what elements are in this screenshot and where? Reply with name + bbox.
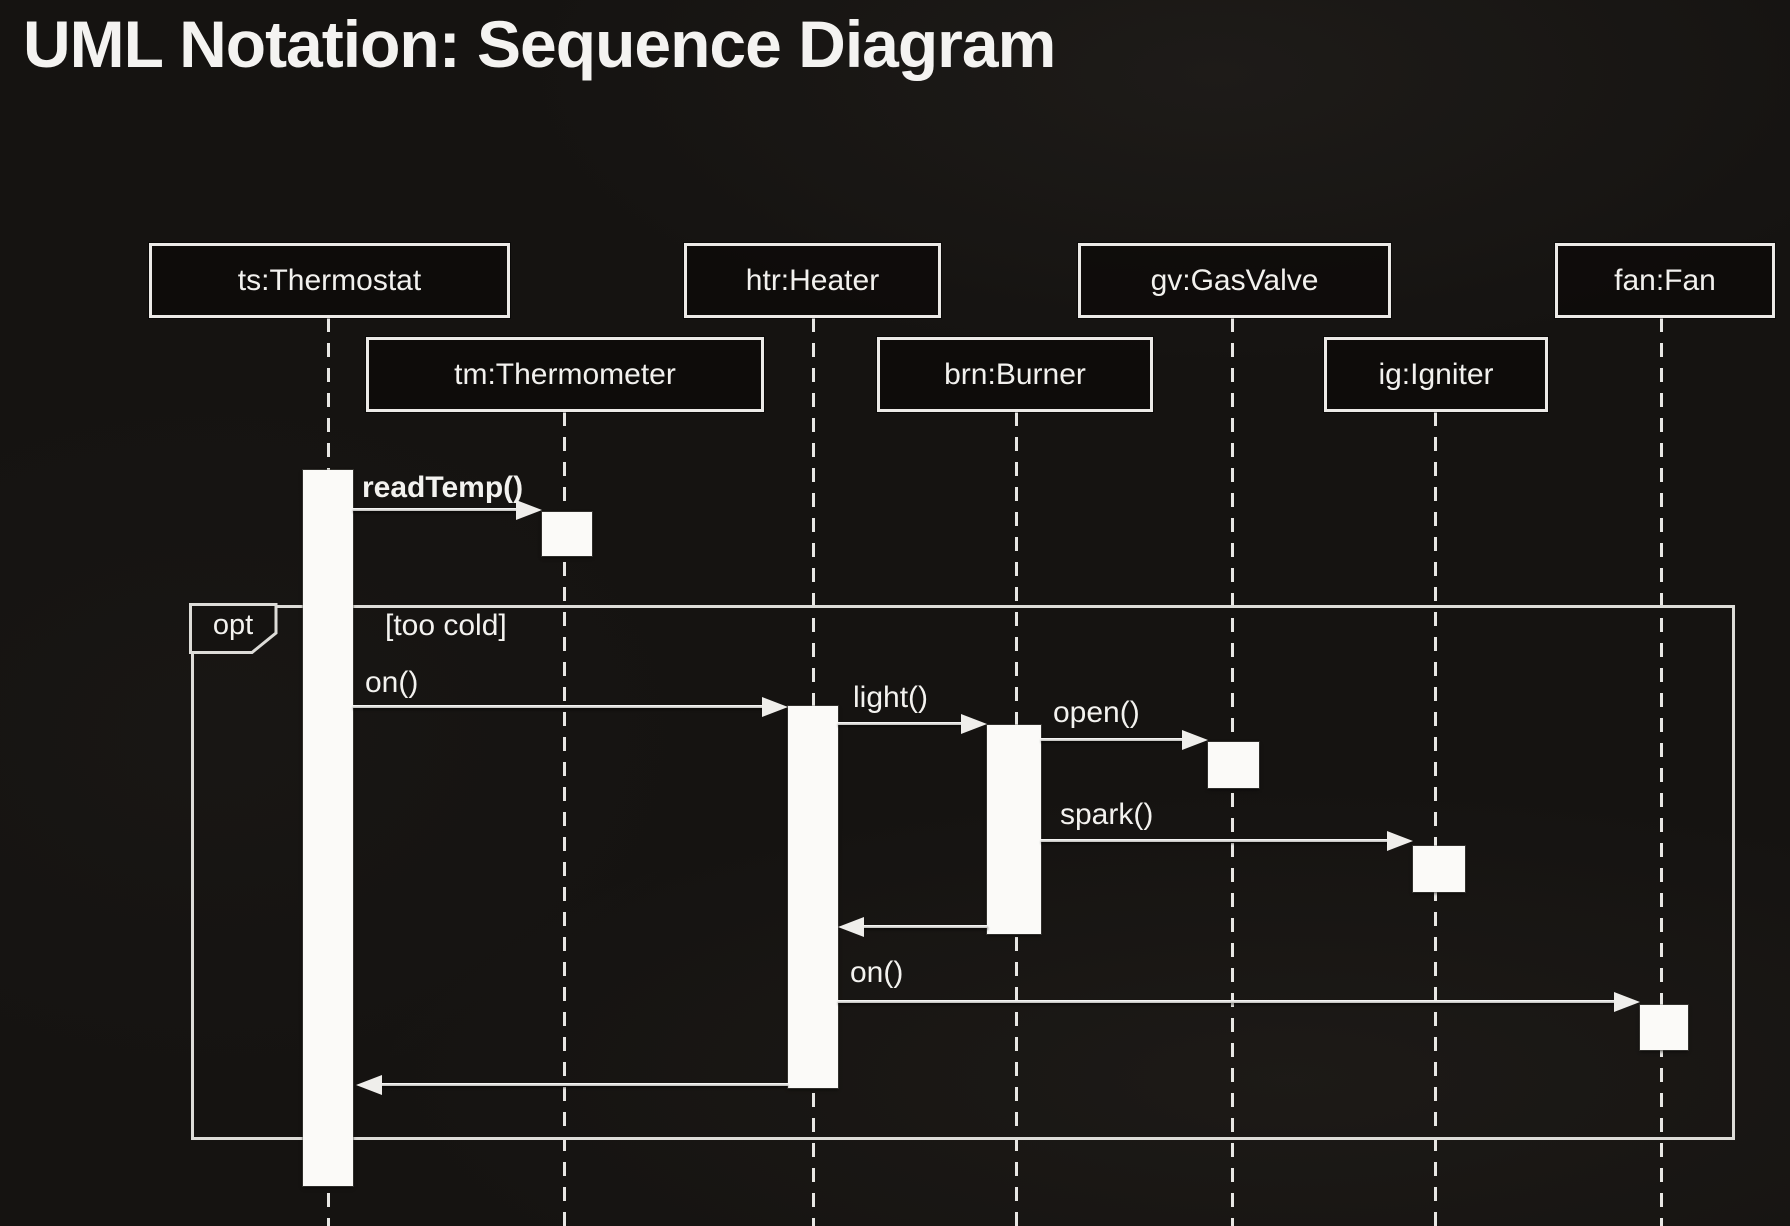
message-arrow-spark	[1041, 839, 1391, 842]
return-arrow-heater-to-thermostat	[380, 1083, 788, 1086]
opt-fragment-tab	[189, 603, 278, 654]
arrowhead-heater-on	[762, 697, 788, 717]
object-label-thermometer: tm:Thermometer	[454, 357, 676, 391]
activation-fan	[1640, 1005, 1688, 1050]
message-label-spark: spark()	[1060, 798, 1154, 831]
return-arrow-burner-to-heater	[862, 925, 988, 928]
activation-thermometer	[542, 512, 592, 556]
activation-thermostat	[303, 470, 353, 1186]
object-label-fan: fan:Fan	[1614, 263, 1716, 297]
lifeline-fan	[1660, 318, 1663, 1226]
object-box-igniter: ig:Igniter	[1324, 337, 1548, 412]
lifeline-igniter	[1434, 412, 1437, 1226]
message-arrow-fan-on	[838, 1000, 1618, 1003]
message-arrow-heater-on	[353, 705, 768, 708]
arrowhead-return-burner	[838, 917, 864, 937]
activation-igniter	[1413, 846, 1465, 892]
arrowhead-light	[961, 714, 987, 734]
opt-fragment-frame	[191, 605, 1735, 1140]
object-box-gasvalve: gv:GasValve	[1078, 243, 1391, 318]
object-box-heater: htr:Heater	[684, 243, 941, 318]
object-label-thermostat: ts:Thermostat	[237, 263, 422, 297]
arrowhead-spark	[1387, 831, 1413, 851]
message-label-open: open()	[1053, 696, 1140, 729]
object-label-heater: htr:Heater	[745, 263, 880, 297]
arrowhead-fan-on	[1614, 992, 1640, 1012]
object-box-thermometer: tm:Thermometer	[366, 337, 764, 412]
object-label-igniter: ig:Igniter	[1378, 357, 1494, 391]
object-box-burner: brn:Burner	[877, 337, 1153, 412]
object-box-thermostat: ts:Thermostat	[149, 243, 510, 318]
activation-burner	[987, 725, 1041, 934]
opt-operator-label: opt	[212, 608, 254, 641]
arrowhead-open	[1182, 730, 1208, 750]
message-label-fan-on: on()	[850, 956, 904, 989]
slide-title: UML Notation: Sequence Diagram	[23, 7, 1056, 81]
message-arrow-open	[1041, 738, 1186, 741]
activation-heater	[788, 706, 838, 1088]
arrowhead-readtemp	[516, 500, 542, 520]
message-arrow-light	[838, 722, 965, 725]
object-label-gasvalve: gv:GasValve	[1150, 263, 1319, 297]
message-arrow-readtemp	[353, 508, 519, 511]
arrowhead-return-heater	[356, 1075, 382, 1095]
lifeline-thermometer	[563, 412, 566, 1226]
message-label-heater-on: on()	[365, 666, 419, 699]
object-box-fan: fan:Fan	[1555, 243, 1775, 318]
activation-gasvalve	[1208, 742, 1259, 788]
guard-label: [too cold]	[385, 609, 507, 642]
message-label-readtemp: readTemp()	[362, 471, 524, 504]
object-label-burner: brn:Burner	[944, 357, 1086, 391]
message-label-light: light()	[853, 681, 929, 714]
